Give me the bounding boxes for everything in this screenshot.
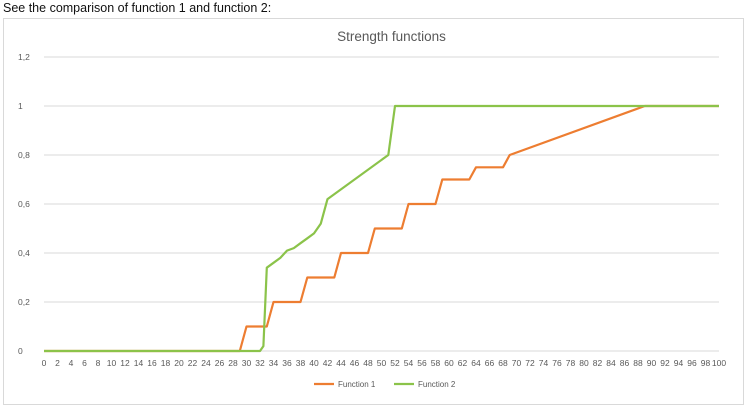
x-tick-label: 46 <box>350 358 360 368</box>
x-tick-label: 20 <box>174 358 184 368</box>
y-tick-label: 0 <box>18 346 23 356</box>
x-tick-label: 74 <box>539 358 549 368</box>
series-lines <box>44 104 719 353</box>
y-tick-label: 1 <box>18 101 23 111</box>
x-tick-label: 40 <box>309 358 319 368</box>
x-tick-label: 16 <box>147 358 157 368</box>
x-tick-label: 42 <box>323 358 333 368</box>
y-tick-label: 0,6 <box>18 199 30 209</box>
x-tick-label: 52 <box>390 358 400 368</box>
x-tick-label: 54 <box>404 358 414 368</box>
x-tick-label: 84 <box>606 358 616 368</box>
x-tick-label: 4 <box>69 358 74 368</box>
x-tick-label: 64 <box>471 358 481 368</box>
x-tick-label: 88 <box>633 358 643 368</box>
x-tick-label: 44 <box>336 358 346 368</box>
y-tick-label: 0,4 <box>18 248 30 258</box>
x-tick-label: 72 <box>525 358 535 368</box>
legend-label: Function 2 <box>418 380 456 389</box>
x-tick-label: 70 <box>512 358 522 368</box>
x-tick-label: 76 <box>552 358 562 368</box>
y-tick-label: 0,2 <box>18 297 30 307</box>
x-tick-label: 34 <box>269 358 279 368</box>
x-tick-label: 98 <box>701 358 711 368</box>
x-tick-label: 26 <box>215 358 225 368</box>
x-tick-label: 24 <box>201 358 211 368</box>
y-tick-label: 1,2 <box>18 52 30 62</box>
x-tick-label: 38 <box>296 358 306 368</box>
x-tick-label: 94 <box>674 358 684 368</box>
series-line-1 <box>44 104 719 353</box>
x-tick-label: 82 <box>593 358 603 368</box>
series-line-2 <box>44 104 719 353</box>
x-tick-label: 62 <box>458 358 468 368</box>
x-axis-ticks: 0 2 4 6 8 10 12 14 16 18 20 22 24 26 28 30 32 34 36 38 40 42 4… <box>42 358 727 368</box>
x-tick-label: 36 <box>282 358 292 368</box>
x-tick-label: 48 <box>363 358 373 368</box>
x-tick-label: 66 <box>485 358 495 368</box>
x-tick-label: 90 <box>647 358 657 368</box>
x-tick-label: 22 <box>188 358 198 368</box>
x-tick-label: 92 <box>660 358 670 368</box>
x-tick-label: 100 <box>712 358 726 368</box>
x-tick-label: 30 <box>242 358 252 368</box>
x-tick-label: 50 <box>377 358 387 368</box>
x-tick-label: 0 <box>42 358 47 368</box>
legend-label: Function 1 <box>338 380 376 389</box>
x-tick-label: 14 <box>134 358 144 368</box>
x-tick-label: 56 <box>417 358 427 368</box>
x-tick-label: 96 <box>687 358 697 368</box>
chart-title: Strength functions <box>337 29 446 44</box>
gridlines <box>44 56 719 352</box>
x-tick-label: 2 <box>55 358 60 368</box>
x-tick-label: 58 <box>431 358 441 368</box>
x-tick-label: 28 <box>228 358 238 368</box>
x-tick-label: 18 <box>161 358 171 368</box>
legend: Function 1 Function 2 <box>314 380 456 389</box>
x-tick-label: 6 <box>82 358 87 368</box>
x-tick-label: 32 <box>255 358 265 368</box>
x-tick-label: 60 <box>444 358 454 368</box>
intro-text: See the comparison of function 1 and fun… <box>3 1 272 15</box>
x-tick-label: 10 <box>107 358 117 368</box>
y-tick-label: 0,8 <box>18 150 30 160</box>
x-tick-label: 86 <box>620 358 630 368</box>
x-tick-label: 12 <box>120 358 130 368</box>
x-tick-label: 80 <box>579 358 589 368</box>
y-axis-ticks: 0 0,2 0,4 0,6 0,8 1 1,2 <box>18 52 30 356</box>
x-tick-label: 68 <box>498 358 508 368</box>
x-tick-label: 8 <box>96 358 101 368</box>
x-tick-label: 78 <box>566 358 576 368</box>
